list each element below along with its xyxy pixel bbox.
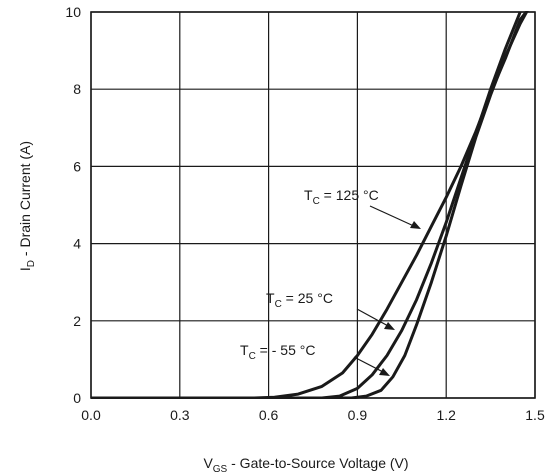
y-tick-label: 10 xyxy=(65,4,81,20)
x-tick-label: 0.3 xyxy=(170,407,190,423)
plot-frame xyxy=(90,11,536,399)
series-line-minus55c xyxy=(91,11,529,399)
arrow-25 xyxy=(356,308,395,330)
x-tick-label: 1.5 xyxy=(525,407,545,423)
x-tick-label: 0.6 xyxy=(259,407,279,423)
series-label-minus55: TC = - 55 °C xyxy=(240,342,315,362)
x-tick-label: 1.2 xyxy=(436,407,456,423)
x-axis-label: VGS - Gate-to-Source Voltage (V) xyxy=(203,455,408,475)
series-layer xyxy=(91,11,529,399)
y-axis-label: ID - Drain Current (A) xyxy=(17,141,37,271)
series-line-25c xyxy=(91,11,522,399)
series-label-25: TC = 25 °C xyxy=(266,290,333,310)
y-tick-label: 4 xyxy=(73,236,81,252)
x-tick-label: 0.0 xyxy=(81,407,101,423)
tick-labels: 0.0 0.3 0.6 0.9 1.2 1.5 0 2 4 6 8 10 xyxy=(65,4,545,423)
y-tick-label: 2 xyxy=(73,313,81,329)
y-tick-label: 6 xyxy=(73,158,81,174)
y-tick-label: 8 xyxy=(73,81,81,97)
arrow-minus55 xyxy=(353,356,390,376)
series-label-125: TC = 125 °C xyxy=(304,187,379,207)
x-tick-label: 0.9 xyxy=(348,407,368,423)
arrow-125 xyxy=(369,205,421,229)
y-tick-label: 0 xyxy=(73,390,81,406)
